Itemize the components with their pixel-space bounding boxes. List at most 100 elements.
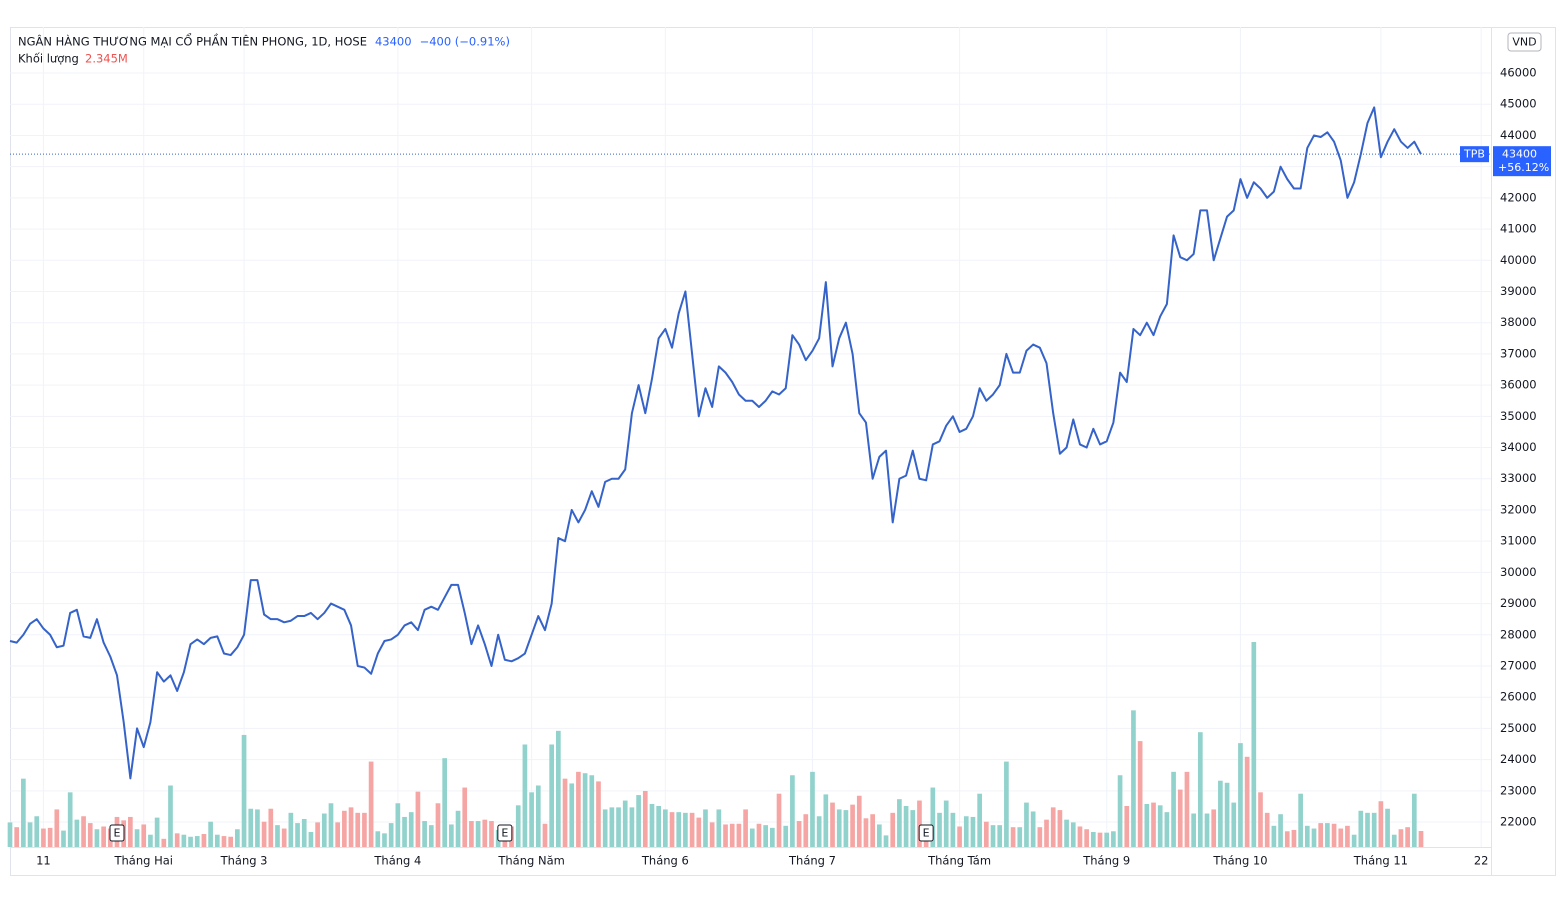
y-tick-label: 39000 <box>1500 284 1537 298</box>
volume-bar <box>629 807 635 847</box>
volume-bar <box>1070 822 1076 847</box>
volume-bar <box>562 778 568 847</box>
x-tick-label: Tháng 10 <box>1212 854 1267 868</box>
y-tick-label: 28000 <box>1500 627 1537 641</box>
volume-bar <box>308 831 314 847</box>
volume-bar <box>295 823 300 847</box>
volume-bar <box>281 828 287 847</box>
x-tick-label: Tháng Năm <box>497 854 564 868</box>
plot <box>9 106 1491 780</box>
volume-bar <box>134 829 140 847</box>
volume-bar <box>810 771 815 847</box>
volume-bar <box>863 818 869 847</box>
volume-bar <box>1284 831 1290 847</box>
volume-bar <box>943 800 949 847</box>
currency[interactable]: VND <box>1512 36 1536 49</box>
volume-bar <box>288 812 294 847</box>
volume-bar <box>656 806 661 847</box>
volume-bar <box>957 826 962 847</box>
chart-frame <box>10 27 1556 876</box>
volume-bar <box>1184 771 1190 847</box>
volume-bar <box>1124 806 1130 847</box>
volume-bar <box>315 822 320 847</box>
currency-badge[interactable] <box>1507 32 1542 52</box>
y-tick-label: 38000 <box>1500 315 1537 329</box>
volume-bar <box>1044 819 1049 847</box>
volume-bar <box>1391 834 1397 847</box>
volume-name: Khối lượng <box>18 52 79 66</box>
event-marker <box>497 824 513 842</box>
volume-bar <box>556 730 561 847</box>
x-tick-label: Tháng 6 <box>641 854 689 868</box>
volume-bar <box>1131 710 1136 847</box>
volume-bar <box>442 758 448 847</box>
volume-bar <box>783 825 789 847</box>
volume-bar <box>1365 812 1370 847</box>
volume-bar <box>455 810 461 847</box>
volume-bar <box>435 803 441 847</box>
volume-bar <box>582 773 588 847</box>
volume-bar <box>589 775 595 847</box>
volume-bar <box>1090 831 1096 847</box>
volume-bar <box>1398 829 1404 847</box>
volume-bar <box>174 833 180 847</box>
volume-bar <box>997 825 1003 847</box>
x-tick-label: 11 <box>36 854 51 868</box>
volume-bar <box>803 814 809 847</box>
volume-bar <box>1251 642 1257 847</box>
event-label: E <box>501 827 508 840</box>
volume-bar <box>1104 832 1110 847</box>
volume-bar <box>636 795 641 847</box>
y-tick-label: 44000 <box>1500 128 1537 142</box>
volume-bar <box>1418 830 1424 847</box>
y-tick-label: 33000 <box>1500 471 1537 485</box>
volume-bar <box>422 821 427 847</box>
volume-bar <box>522 744 528 847</box>
volume-bar <box>1271 825 1277 847</box>
volume-bar <box>930 787 936 847</box>
volume-bar <box>703 809 708 847</box>
volume-bar <box>482 819 488 847</box>
volume-bar <box>970 816 976 847</box>
volume-bar <box>796 821 802 847</box>
event-label: E <box>923 827 930 840</box>
volume-bar <box>1117 775 1123 847</box>
volume-bar <box>275 825 280 847</box>
price-badge-change: +56.12% <box>1498 161 1549 174</box>
volume-bar <box>81 816 86 847</box>
volume-bar <box>1017 827 1023 847</box>
volume-bar <box>729 823 735 847</box>
volume-bar <box>61 830 66 847</box>
volume-bar <box>1411 793 1417 847</box>
y-tick-label: 22000 <box>1500 815 1537 829</box>
x-tick-label: Tháng Hai <box>113 854 173 868</box>
volume-bar <box>1164 812 1170 847</box>
event-label: E <box>114 827 121 840</box>
volume-bar <box>21 778 26 847</box>
volume-bar <box>910 810 916 847</box>
volume-bar <box>214 834 220 847</box>
volume-bar <box>449 824 454 847</box>
volume-bar <box>355 812 361 847</box>
volume-bar <box>375 831 381 847</box>
volume-bar <box>148 834 153 847</box>
volume-bar <box>141 824 147 847</box>
volume-bar <box>154 817 160 847</box>
volume-bar <box>1097 832 1103 847</box>
volume-bar <box>990 825 996 847</box>
volume-bar <box>856 795 862 847</box>
volume-bar <box>1024 802 1029 847</box>
volume-bar <box>983 821 989 847</box>
x-tick-label: Tháng Tám <box>927 854 991 868</box>
volume-bar <box>1037 827 1043 847</box>
volume-bar <box>1405 827 1410 847</box>
volume-bar <box>7 822 13 847</box>
volume-bar <box>94 829 100 847</box>
volume-bar <box>569 783 575 847</box>
volume-bar <box>1331 823 1337 847</box>
volume-bar <box>328 803 334 847</box>
volume-bar <box>596 781 601 847</box>
x-tick-label: Tháng 11 <box>1353 854 1408 868</box>
volume-bars <box>7 642 1424 847</box>
